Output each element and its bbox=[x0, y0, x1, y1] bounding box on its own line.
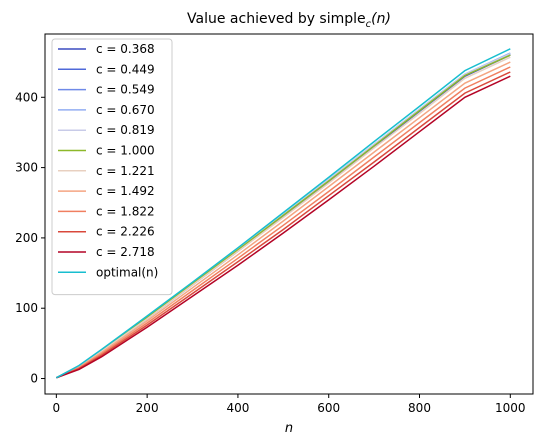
y-tick-label: 200 bbox=[15, 231, 38, 245]
series-line-10 bbox=[56, 75, 511, 379]
legend-label-9: c = 2.226 bbox=[96, 225, 155, 239]
x-tick-label: 1000 bbox=[495, 401, 526, 415]
y-axis: 0 100 200 300 400 bbox=[15, 90, 45, 386]
legend-box bbox=[51, 38, 173, 296]
legend-label-10: c = 2.718 bbox=[96, 245, 155, 259]
legend-label-7: c = 1.492 bbox=[96, 184, 155, 198]
series-lines bbox=[55, 48, 511, 379]
x-axis: 0 200 400 600 800 1000 bbox=[53, 394, 526, 415]
legend-label-5: c = 1.000 bbox=[96, 144, 155, 158]
legend-label-3: c = 0.670 bbox=[96, 103, 155, 117]
plot-frame bbox=[44, 33, 534, 395]
series-line-7 bbox=[55, 61, 511, 379]
series-line-11 bbox=[55, 48, 511, 379]
legend-label-2: c = 0.549 bbox=[96, 83, 155, 97]
legend-label-4: c = 0.819 bbox=[96, 123, 155, 137]
x-axis-label: n bbox=[285, 421, 293, 436]
y-tick-label: 100 bbox=[15, 301, 38, 315]
y-tick-label: 0 bbox=[30, 372, 38, 386]
chart-title: Value achieved by simplec(n) bbox=[187, 11, 391, 30]
x-tick-label: 400 bbox=[226, 401, 249, 415]
y-tick-label: 400 bbox=[15, 90, 38, 104]
title-prefix: Value achieved by simple bbox=[187, 11, 366, 27]
legend: c = 0.368 c = 0.449 c = 0.549 c = 0.670 c = … bbox=[51, 38, 173, 296]
y-tick-label: 300 bbox=[15, 161, 38, 175]
series-line-8 bbox=[56, 66, 511, 379]
title-subscript: c bbox=[366, 19, 372, 30]
x-tick-label: 600 bbox=[317, 401, 340, 415]
legend-label-8: c = 1.822 bbox=[96, 204, 155, 218]
legend-label-1: c = 0.449 bbox=[96, 62, 155, 76]
legend-label-11: optimal(n) bbox=[96, 265, 158, 279]
legend-label-0: c = 0.368 bbox=[96, 42, 155, 56]
x-tick-label: 200 bbox=[136, 401, 159, 415]
legend-label-6: c = 1.221 bbox=[96, 164, 155, 178]
series-line-9 bbox=[56, 71, 511, 379]
title-suffix: (n) bbox=[371, 11, 391, 27]
series-line-6 bbox=[55, 56, 511, 379]
x-tick-label: 800 bbox=[408, 401, 431, 415]
x-tick-label: 0 bbox=[53, 401, 61, 415]
